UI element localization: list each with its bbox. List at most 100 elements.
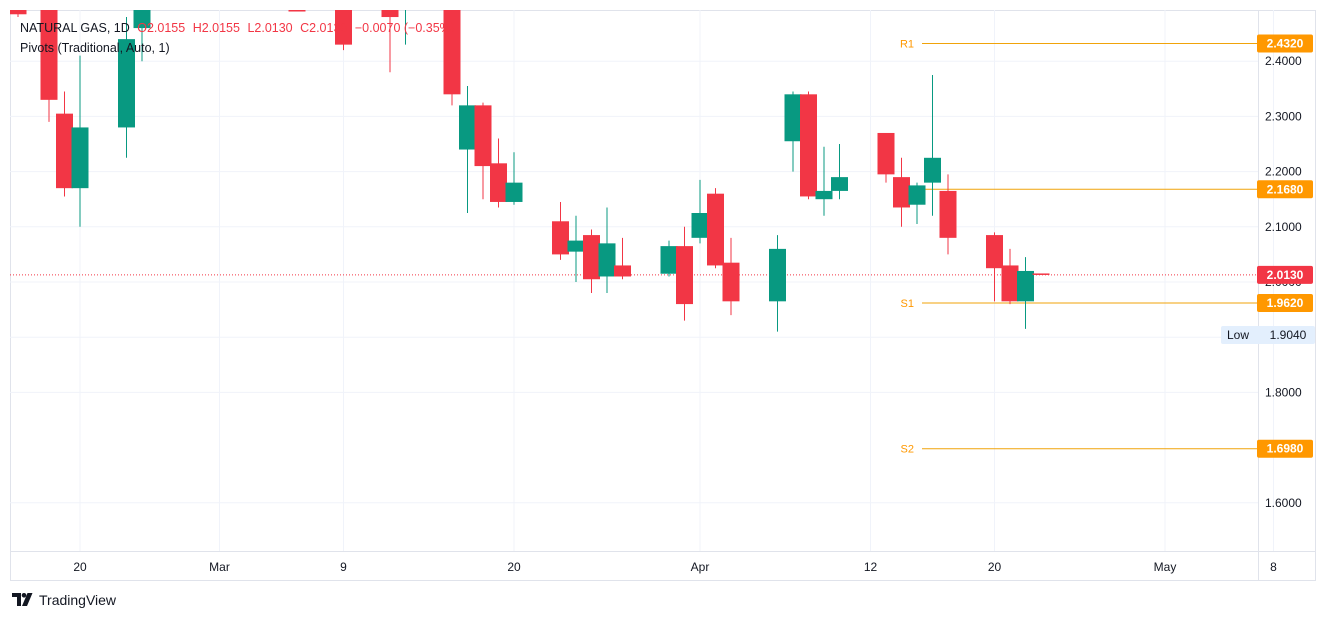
candle-body — [707, 193, 724, 266]
candle — [769, 235, 786, 332]
candle-body — [815, 190, 833, 200]
candle-body — [474, 105, 492, 167]
candle — [40, 10, 58, 122]
candle-body — [676, 246, 693, 305]
axes: 1.60001.80001.90002.00002.10002.20002.30… — [10, 10, 1315, 580]
x-tick-label: 20 — [507, 560, 521, 574]
pivot-price-tag-r1 — [1257, 34, 1313, 53]
pivot-price-label-s2: 1.6980 — [1267, 442, 1304, 456]
x-tick-label: 20 — [73, 560, 87, 574]
legend-close: C2.0130 — [300, 21, 348, 35]
candle-body — [397, 6, 414, 9]
pivot-price-label-r1: 2.4320 — [1267, 37, 1304, 51]
candle-body — [908, 185, 926, 205]
candle-body — [133, 10, 151, 29]
candle — [133, 10, 151, 62]
candle — [583, 229, 600, 294]
candle — [552, 201, 569, 260]
low-marker-value: 1.9040 — [1270, 328, 1307, 342]
candle-body — [939, 190, 957, 238]
candle — [1001, 248, 1019, 305]
candle-body — [877, 132, 895, 175]
x-tick-label: Apr — [691, 560, 710, 574]
candles — [10, 6, 1050, 332]
candle — [877, 132, 895, 183]
candle — [815, 146, 833, 216]
candle-body — [10, 10, 27, 15]
candle — [939, 174, 957, 255]
candle-body — [40, 10, 58, 100]
pivot-label-s1: S1 — [901, 298, 914, 310]
last-price-label: 2.0130 — [1267, 268, 1304, 282]
x-tick-label: May — [1154, 560, 1177, 574]
legend-indicator: Pivots (Traditional, Auto, 1) — [20, 41, 170, 55]
y-tick-label: 1.6000 — [1265, 496, 1302, 510]
x-tick-label: Mar — [209, 560, 230, 574]
candle — [397, 6, 414, 45]
candle-body — [691, 213, 709, 238]
low-marker-text: Low — [1227, 328, 1249, 342]
pivot-price-tag-s1 — [1257, 293, 1313, 312]
candle — [443, 10, 461, 106]
pivot-price-label-p: 2.1680 — [1267, 182, 1304, 196]
candle — [598, 207, 616, 294]
candle — [474, 102, 492, 200]
candle — [71, 55, 89, 227]
candle-body — [986, 235, 1003, 269]
candle-body — [614, 265, 631, 277]
candle-body — [71, 127, 89, 189]
legend-high: H2.0155 — [192, 21, 240, 35]
candle-body — [490, 163, 507, 202]
legend-low: L2.0130 — [247, 21, 293, 35]
candle — [288, 10, 306, 12]
chart-frame — [10, 10, 1316, 581]
x-tick-label: 12 — [864, 560, 878, 574]
legend-change: −0.0070 (−0.35%) — [354, 21, 455, 35]
pivot-label-s2: S2 — [901, 444, 914, 456]
candle — [1017, 257, 1034, 329]
x-tick-label: 8 — [1270, 560, 1277, 574]
y-tick-label: 1.8000 — [1265, 385, 1302, 399]
brand-name: TradingView — [39, 592, 117, 608]
candle-body — [924, 157, 941, 183]
candle-body — [660, 246, 678, 274]
candle-body — [552, 221, 569, 255]
candle — [335, 10, 352, 51]
candle — [800, 91, 817, 200]
legend-symbol: NATURAL GAS, 1D — [20, 21, 130, 35]
pivot-label-r1: R1 — [900, 39, 914, 51]
legend-open: O2.0155 — [137, 21, 186, 35]
candle — [10, 10, 27, 18]
candle — [986, 232, 1003, 302]
candle-body — [443, 10, 461, 95]
candle — [691, 179, 709, 244]
x-tick-label: 9 — [340, 560, 347, 574]
legend-row-indicator[interactable]: Pivots (Traditional, Auto, 1) — [20, 38, 459, 58]
candle — [56, 91, 73, 197]
candle — [722, 237, 740, 316]
y-tick-label: 2.2000 — [1265, 165, 1302, 179]
candle — [505, 152, 523, 205]
candle-body — [722, 262, 740, 302]
y-tick-label: 2.4000 — [1265, 54, 1302, 68]
candle — [676, 226, 693, 321]
candle — [707, 188, 724, 269]
candle — [908, 182, 926, 225]
candle — [614, 237, 631, 280]
candle — [1032, 273, 1050, 275]
pivot-price-tag-s2 — [1257, 439, 1313, 458]
legend-row-symbol: NATURAL GAS, 1D O2.0155 H2.0155 L2.0130 … — [20, 18, 459, 38]
candle — [660, 240, 678, 277]
candle-body — [381, 10, 399, 18]
low-marker-tag — [1221, 325, 1315, 344]
candle-body — [583, 235, 600, 280]
candle-body — [56, 113, 73, 189]
x-tick-label: 20 — [988, 560, 1002, 574]
tradingview-brand[interactable]: TradingView — [12, 592, 116, 608]
candle — [459, 86, 476, 213]
candle-body — [598, 243, 616, 277]
candle-body — [459, 105, 476, 150]
pivot-price-tag-p — [1257, 180, 1313, 199]
last-price-tag — [1257, 265, 1313, 284]
